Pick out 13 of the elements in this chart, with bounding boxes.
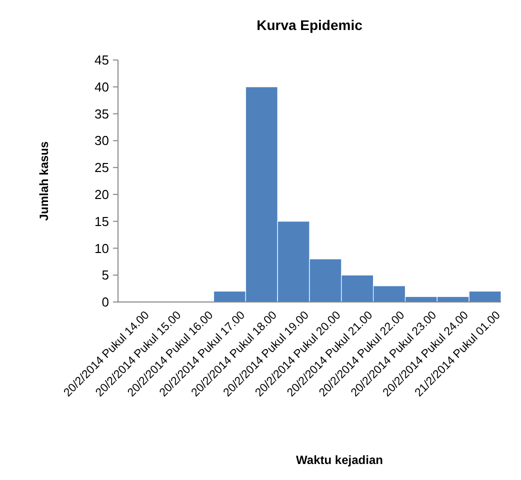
y-axis-title: Jumlah kasus xyxy=(37,140,51,221)
chart-title: Kurva Epidemic xyxy=(256,17,363,33)
y-tick-label: 45 xyxy=(94,52,109,68)
x-axis-title: Waktu kejadian xyxy=(296,453,383,467)
y-tick-label: 10 xyxy=(94,240,109,256)
y-tick-label: 30 xyxy=(94,133,109,148)
y-tick-label: 20 xyxy=(94,186,109,202)
y-tick-label: 5 xyxy=(102,268,109,283)
y-tick-label: 40 xyxy=(94,79,109,94)
y-tick-label: 25 xyxy=(94,160,109,176)
y-tick-label: 35 xyxy=(94,106,109,122)
y-tick-label: 15 xyxy=(94,214,109,229)
y-tick-label: 0 xyxy=(102,294,109,310)
